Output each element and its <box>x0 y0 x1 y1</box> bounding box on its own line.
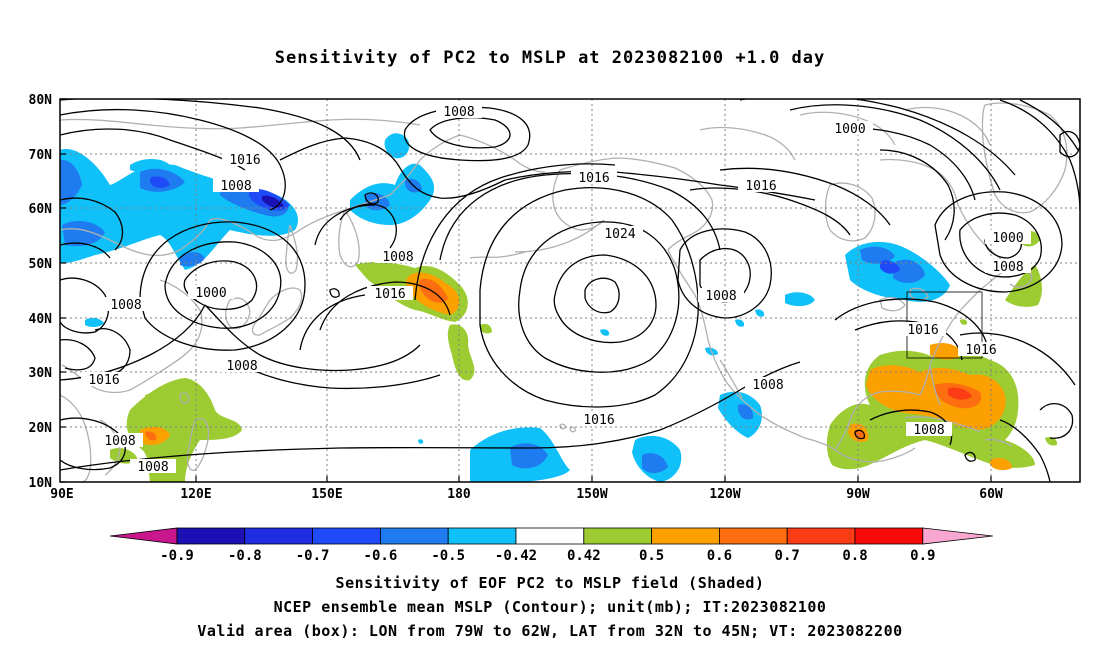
lat-label: 20N <box>29 421 53 436</box>
colorbar-label: -0.6 <box>364 548 398 564</box>
caption-line-3: Valid area (box): LON from 79W to 62W, L… <box>197 622 903 640</box>
lat-label: 60N <box>29 202 53 217</box>
colorbar-arrow-right <box>922 527 993 545</box>
colorbar-segment <box>719 527 788 545</box>
lon-label: 180 <box>447 487 471 502</box>
contour-label: 1008 <box>705 289 736 304</box>
map-frame <box>59 98 1081 483</box>
lat-label: 30N <box>29 366 53 381</box>
contour-label: 1000 <box>992 231 1023 246</box>
colorbar-segment <box>651 527 720 545</box>
contour-label: 1008 <box>220 179 251 194</box>
contour-label: 1008 <box>110 298 141 313</box>
lat-labels: 80N 70N 60N 50N 40N 30N 20N 10N <box>29 93 53 491</box>
contour-label: 1024 <box>604 227 635 242</box>
contour-label: 1016 <box>374 287 405 302</box>
lat-label: 40N <box>29 312 53 327</box>
lat-label: 10N <box>29 476 53 491</box>
colorbar-label: 0.9 <box>910 548 935 564</box>
contour-label: 1016 <box>578 171 609 186</box>
lat-label: 80N <box>29 93 53 108</box>
colorbar-segment <box>312 527 381 545</box>
contour-label: 1000 <box>195 286 226 301</box>
lon-label: 90E <box>50 487 73 502</box>
contour-label: 1008 <box>752 378 783 393</box>
map-title: Sensitivity of PC2 to MSLP at 2023082100… <box>274 48 826 68</box>
axis-ticks <box>60 98 992 483</box>
colorbar-segment <box>176 527 246 545</box>
contour-labels: 1008 1016 1008 1016 1024 1016 1000 1000 … <box>88 105 1024 475</box>
lat-label: 50N <box>29 257 53 272</box>
lon-label: 90W <box>846 487 870 502</box>
colorbar-arrow-left <box>109 527 178 545</box>
colorbar-label: -0.8 <box>228 548 262 564</box>
lon-label: 150W <box>576 487 607 502</box>
contour-label: 1016 <box>88 373 119 388</box>
colorbar-segment <box>786 527 856 545</box>
colorbar-label: 0.42 <box>567 548 601 564</box>
colorbar-segment <box>515 527 585 545</box>
contour-label: 1016 <box>583 413 614 428</box>
lon-label: 60W <box>979 487 1003 502</box>
colorbar-label: -0.9 <box>160 548 194 564</box>
colorbar-label: 0.6 <box>707 548 732 564</box>
mslp-contours <box>60 99 1080 482</box>
colorbar-label: -0.5 <box>431 548 465 564</box>
colorbar-label: -0.42 <box>495 548 537 564</box>
lon-label: 150E <box>311 487 342 502</box>
contour-label: 1016 <box>907 323 938 338</box>
lon-label: 120W <box>709 487 740 502</box>
colorbar-label: 0.7 <box>775 548 800 564</box>
colorbar-label: -0.7 <box>296 548 330 564</box>
contour-label: 1008 <box>137 460 168 475</box>
colorbar-label: 0.8 <box>842 548 867 564</box>
contour-label: 1016 <box>229 153 260 168</box>
contour-label: 1008 <box>913 423 944 438</box>
colorbar-label: 0.5 <box>639 548 664 564</box>
caption-line-2: NCEP ensemble mean MSLP (Contour); unit(… <box>273 598 827 616</box>
lon-label: 120E <box>180 487 211 502</box>
colorbar-segment <box>379 527 449 545</box>
contour-label: 1008 <box>104 434 135 449</box>
contour-label: 1016 <box>745 179 776 194</box>
colorbar-segment <box>854 527 924 545</box>
contour-label: 1016 <box>965 343 996 358</box>
contour-label: 1000 <box>834 122 865 137</box>
contour-label: 1008 <box>382 250 413 265</box>
colorbar: -0.9 -0.8 -0.7 -0.6 -0.5 -0.42 0.42 0.5 0.6 0.7 0.… <box>109 527 993 564</box>
shaded-sensitivity <box>60 133 1058 482</box>
caption-line-1: Sensitivity of EOF PC2 to MSLP field (Sh… <box>335 574 765 592</box>
lat-label: 70N <box>29 148 53 163</box>
colorbar-segment <box>583 527 652 545</box>
colorbar-segment <box>447 527 517 545</box>
colorbar-segment <box>244 527 314 545</box>
contour-label: 1008 <box>226 359 257 374</box>
lon-labels: 90E 120E 150E 180 150W 120W 90W 60W <box>50 487 1003 502</box>
contour-label: 1008 <box>992 260 1023 275</box>
contour-label: 1008 <box>443 105 474 120</box>
